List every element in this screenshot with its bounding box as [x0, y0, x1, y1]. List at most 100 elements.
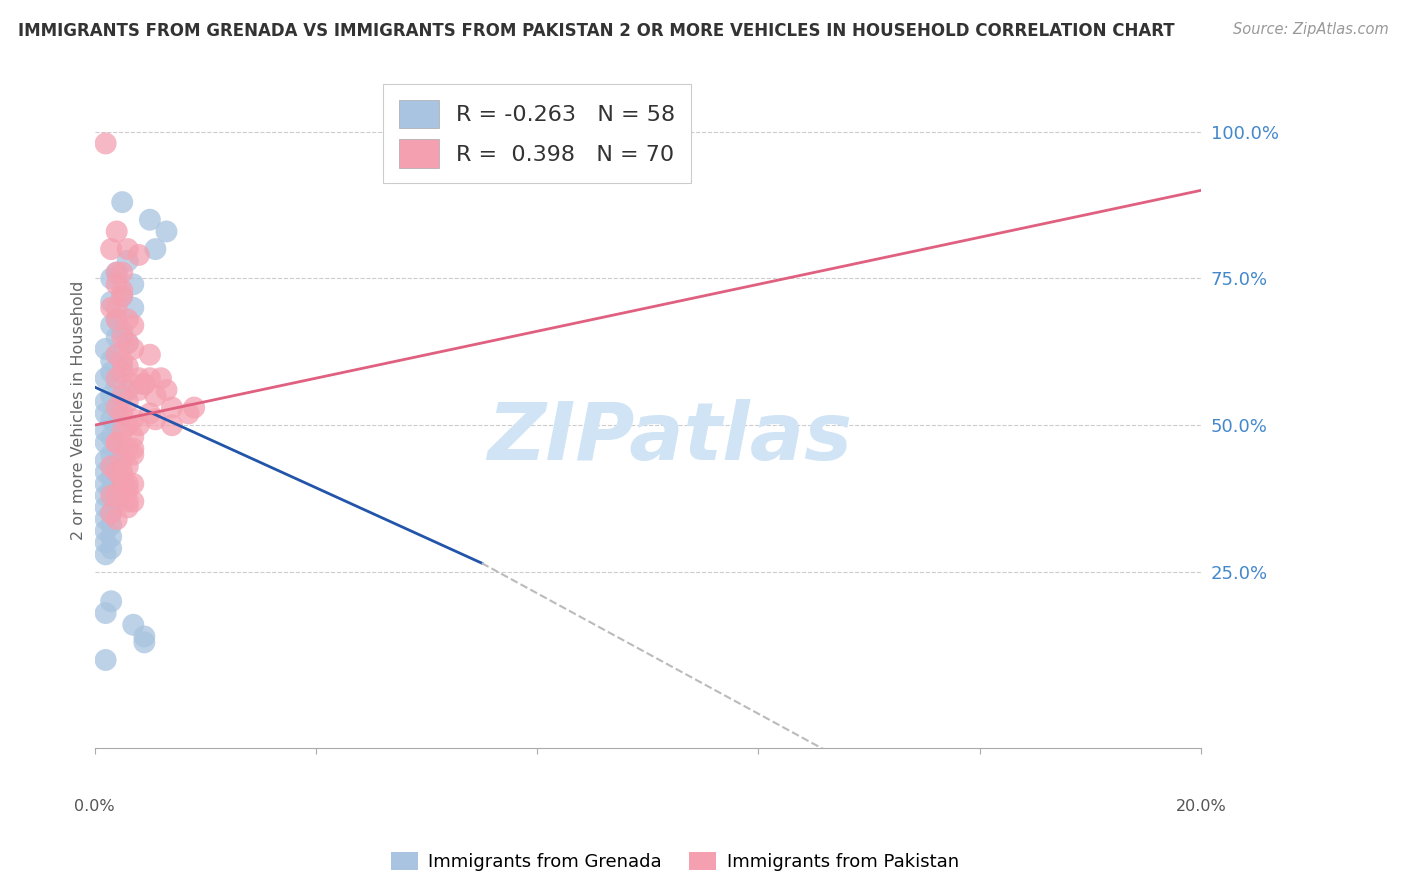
Text: 20.0%: 20.0%	[1175, 798, 1226, 814]
Point	[94, 653, 117, 667]
Point	[100, 489, 122, 503]
Point	[100, 353, 122, 368]
Point	[111, 324, 134, 338]
Point	[139, 212, 162, 227]
Point	[117, 312, 139, 326]
Point	[100, 294, 122, 309]
Point	[128, 383, 150, 397]
Point	[177, 407, 200, 421]
Text: Source: ZipAtlas.com: Source: ZipAtlas.com	[1233, 22, 1389, 37]
Point	[117, 394, 139, 409]
Point	[100, 483, 122, 497]
Point	[111, 289, 134, 303]
Point	[105, 401, 128, 415]
Point	[117, 336, 139, 351]
Point	[100, 448, 122, 462]
Point	[94, 465, 117, 479]
Point	[94, 512, 117, 526]
Point	[117, 418, 139, 433]
Point	[94, 342, 117, 356]
Point	[111, 289, 134, 303]
Point	[117, 442, 139, 456]
Point	[105, 377, 128, 392]
Point	[105, 348, 128, 362]
Point	[105, 266, 128, 280]
Point	[160, 418, 183, 433]
Point	[122, 301, 145, 315]
Point	[105, 465, 128, 479]
Point	[105, 435, 128, 450]
Point	[117, 383, 139, 397]
Point	[105, 418, 128, 433]
Point	[100, 365, 122, 379]
Point	[105, 489, 128, 503]
Point	[105, 301, 128, 315]
Point	[94, 371, 117, 385]
Point	[117, 476, 139, 491]
Point	[111, 330, 134, 344]
Point	[100, 430, 122, 444]
Point	[134, 377, 156, 392]
Point	[105, 277, 128, 292]
Point	[111, 471, 134, 485]
Point	[100, 506, 122, 520]
Point	[122, 277, 145, 292]
Point	[105, 266, 128, 280]
Point	[111, 365, 134, 379]
Point	[100, 242, 122, 256]
Point	[128, 371, 150, 385]
Point	[105, 494, 128, 508]
Legend: Immigrants from Grenada, Immigrants from Pakistan: Immigrants from Grenada, Immigrants from…	[384, 845, 966, 879]
Point	[94, 500, 117, 515]
Point	[122, 476, 145, 491]
Point	[111, 465, 134, 479]
Point	[100, 271, 122, 285]
Point	[100, 594, 122, 608]
Point	[122, 494, 145, 508]
Text: ZIPatlas: ZIPatlas	[488, 399, 852, 476]
Point	[94, 489, 117, 503]
Point	[105, 512, 128, 526]
Point	[94, 524, 117, 538]
Point	[122, 448, 145, 462]
Point	[145, 412, 167, 426]
Y-axis label: 2 or more Vehicles in Household: 2 or more Vehicles in Household	[72, 281, 86, 541]
Point	[105, 442, 128, 456]
Point	[145, 389, 167, 403]
Point	[149, 371, 172, 385]
Point	[128, 248, 150, 262]
Point	[183, 401, 205, 415]
Point	[134, 630, 156, 644]
Point	[94, 136, 117, 151]
Point	[94, 424, 117, 438]
Point	[111, 283, 134, 297]
Point	[145, 242, 167, 256]
Point	[134, 635, 156, 649]
Point	[117, 253, 139, 268]
Point	[105, 401, 128, 415]
Point	[94, 407, 117, 421]
Legend: R = -0.263   N = 58, R =  0.398   N = 70: R = -0.263 N = 58, R = 0.398 N = 70	[382, 84, 692, 184]
Point	[100, 506, 122, 520]
Point	[111, 359, 134, 374]
Point	[160, 401, 183, 415]
Point	[100, 530, 122, 544]
Text: 0.0%: 0.0%	[75, 798, 115, 814]
Point	[105, 224, 128, 238]
Point	[128, 418, 150, 433]
Point	[122, 377, 145, 392]
Point	[111, 266, 134, 280]
Point	[94, 394, 117, 409]
Point	[134, 377, 156, 392]
Point	[155, 383, 177, 397]
Text: IMMIGRANTS FROM GRENADA VS IMMIGRANTS FROM PAKISTAN 2 OR MORE VEHICLES IN HOUSEH: IMMIGRANTS FROM GRENADA VS IMMIGRANTS FR…	[18, 22, 1175, 40]
Point	[111, 476, 134, 491]
Point	[111, 424, 134, 438]
Point	[122, 442, 145, 456]
Point	[105, 312, 128, 326]
Point	[111, 389, 134, 403]
Point	[100, 459, 122, 474]
Point	[117, 242, 139, 256]
Point	[122, 617, 145, 632]
Point	[122, 342, 145, 356]
